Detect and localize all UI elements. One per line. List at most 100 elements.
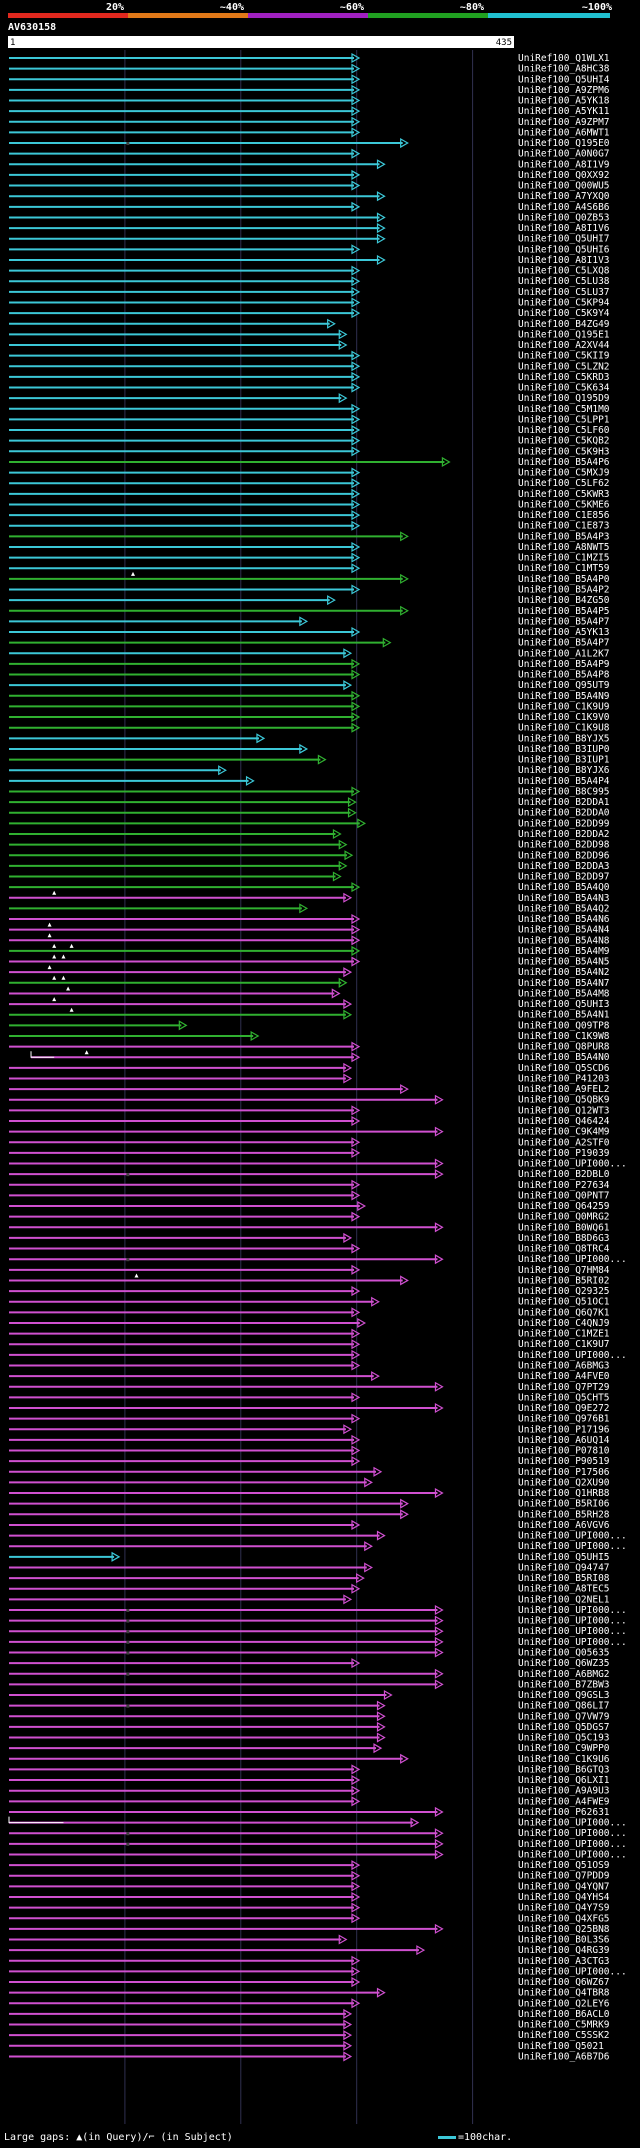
hit-row[interactable]: UniRef100_C1E873 (9, 520, 610, 532)
hit-row[interactable]: UniRef100_C5KWR3 (9, 488, 610, 500)
hit-row[interactable]: UniRef100_B5A4P7 (9, 616, 610, 627)
hit-label[interactable]: UniRef100_A6VGV6 (518, 1520, 610, 1531)
hit-label[interactable]: UniRef100_C5M1M0 (518, 404, 610, 415)
hit-label[interactable]: UniRef100_Q5QBK9 (518, 1095, 610, 1106)
hit-row[interactable]: UniRef100_Q195D9 (9, 393, 610, 404)
hit-row[interactable]: UniRef100_B2DD98 (9, 839, 610, 851)
hit-row[interactable]: UniRef100_Q4XFG5 (9, 1913, 610, 1924)
hit-label[interactable]: UniRef100_UPI000... (518, 1254, 627, 1265)
hit-row[interactable]: UniRef100_A9FEL2 (9, 1084, 610, 1095)
hit-row[interactable]: UniRef100_B8YJX5 (9, 733, 610, 744)
hit-label[interactable]: UniRef100_B4ZG50 (518, 595, 610, 606)
hit-row[interactable]: UniRef100_A0N0G7 (9, 148, 610, 160)
hit-row[interactable]: UniRef100_C1K9U8 (9, 722, 610, 734)
hit-label[interactable]: UniRef100_Q9E272 (518, 1403, 610, 1414)
hit-row[interactable]: UniRef100_B5A4Q0 (9, 882, 610, 893)
hit-label[interactable]: UniRef100_Q5SCD6 (518, 1063, 610, 1074)
hit-label[interactable]: UniRef100_C5K9H3 (518, 446, 610, 457)
hit-row[interactable]: UniRef100_B5A4P3 (9, 531, 610, 542)
hit-label[interactable]: UniRef100_A5YK11 (518, 106, 610, 117)
hit-label[interactable]: UniRef100_Q0PNT7 (518, 1190, 610, 1201)
hit-label[interactable]: UniRef100_Q29325 (518, 1286, 610, 1297)
hit-row[interactable]: UniRef100_Q4YQN7 (9, 1881, 610, 1892)
hit-label[interactable]: UniRef100_C9WPP0 (518, 1743, 610, 1754)
hit-label[interactable]: UniRef100_C5LXQ8 (518, 266, 610, 277)
hit-row[interactable]: UniRef100_A6VGV6 (9, 1519, 610, 1531)
hit-row[interactable]: UniRef100_A9ZPM6 (9, 84, 610, 96)
hit-row[interactable]: UniRef100_UPI000... (9, 1254, 627, 1265)
hit-row[interactable]: UniRef100_A6UQ14 (9, 1434, 610, 1446)
hit-label[interactable]: UniRef100_B5A4P8 (518, 670, 610, 681)
hit-label[interactable]: UniRef100_B3IUP1 (518, 755, 610, 766)
hit-row[interactable]: UniRef100_UPI000... (9, 1604, 627, 1616)
hit-row[interactable]: UniRef100_A8I1V9 (9, 159, 610, 170)
hit-label[interactable]: UniRef100_C5KQB2 (518, 436, 610, 447)
hit-row[interactable]: UniRef100_B5A4P4 (9, 775, 610, 787)
hit-row[interactable]: UniRef100_P41203 (9, 1073, 610, 1084)
hit-row[interactable]: UniRef100_C5LU38 (9, 276, 610, 287)
hit-row[interactable]: UniRef100_B2DD96 (9, 850, 610, 861)
hit-row[interactable]: UniRef100_C5MRK9 (9, 2019, 610, 2031)
hit-label[interactable]: UniRef100_Q0ZB53 (518, 212, 610, 223)
hit-label[interactable]: UniRef100_UPI000... (518, 1159, 627, 1170)
hit-label[interactable]: UniRef100_Q5UHI5 (518, 1552, 610, 1563)
hit-label[interactable]: UniRef100_B5A4N5 (518, 957, 610, 968)
hit-row[interactable]: UniRef100_B5A4N5 (9, 954, 610, 968)
hit-label[interactable]: UniRef100_C1MZI5 (518, 553, 610, 564)
hit-row[interactable]: UniRef100_A8TEC5 (9, 1583, 610, 1595)
hit-label[interactable]: UniRef100_B2DDA1 (518, 797, 610, 808)
hit-label[interactable]: UniRef100_C5LPP1 (518, 414, 610, 425)
hit-row[interactable]: UniRef100_Q6Q7K1 (9, 1307, 610, 1318)
hit-row[interactable]: UniRef100_C1MZE1 (9, 1328, 610, 1340)
hit-row[interactable]: UniRef100_C5KRD3 (9, 371, 610, 383)
hit-row[interactable]: UniRef100_C1K9V0 (9, 712, 610, 723)
hit-row[interactable]: UniRef100_Q5QBK9 (9, 1094, 610, 1106)
hit-row[interactable]: UniRef100_C5M1M0 (9, 403, 610, 415)
hit-row[interactable]: UniRef100_C5LXQ8 (9, 265, 610, 277)
hit-row[interactable]: UniRef100_C4QNJ9 (9, 1317, 610, 1329)
hit-label[interactable]: UniRef100_A7YXQ0 (518, 191, 610, 202)
hit-label[interactable]: UniRef100_A6BMG3 (518, 1360, 610, 1371)
hit-row[interactable]: UniRef100_P19039 (9, 1147, 610, 1159)
hit-label[interactable]: UniRef100_Q6Q7K1 (518, 1307, 610, 1318)
hit-label[interactable]: UniRef100_Q195E1 (518, 329, 610, 340)
hit-row[interactable]: UniRef100_Q2NEL1 (9, 1594, 610, 1605)
hit-label[interactable]: UniRef100_B6GTQ3 (518, 1764, 610, 1775)
hit-row[interactable]: UniRef100_Q5UHI4 (9, 74, 610, 85)
hit-row[interactable]: UniRef100_B5A4N4 (9, 922, 610, 936)
hit-label[interactable]: UniRef100_C5KII9 (518, 351, 610, 362)
hit-label[interactable]: UniRef100_A9FEL2 (518, 1084, 610, 1095)
hit-label[interactable]: UniRef100_Q5UHI3 (518, 999, 610, 1010)
hit-row[interactable]: UniRef100_Q12WT3 (9, 1105, 610, 1116)
hit-row[interactable]: UniRef100_Q46424 (9, 1115, 610, 1127)
hit-label[interactable]: UniRef100_B2DDA0 (518, 808, 610, 819)
hit-row[interactable]: UniRef100_Q5UHI5 (9, 1551, 610, 1563)
hit-row[interactable]: UniRef100_A6BMG2 (9, 1668, 610, 1680)
hit-row[interactable]: UniRef100_UPI000... (9, 1828, 627, 1839)
hit-label[interactable]: UniRef100_Q195D9 (518, 393, 610, 404)
hit-label[interactable]: UniRef100_C5LU38 (518, 276, 610, 287)
hit-row[interactable]: UniRef100_B5A4P8 (9, 669, 610, 681)
hit-label[interactable]: UniRef100_P17506 (518, 1467, 610, 1478)
hit-row[interactable]: UniRef100_P17196 (9, 1424, 610, 1435)
hit-row[interactable]: UniRef100_Q86LI7 (9, 1700, 610, 1712)
hit-label[interactable]: UniRef100_A6BMG2 (518, 1669, 610, 1680)
hit-label[interactable]: UniRef100_C9K4M9 (518, 1127, 610, 1138)
hit-label[interactable]: UniRef100_C5LF62 (518, 478, 610, 489)
hit-row[interactable]: UniRef100_B5A4Q2 (9, 903, 610, 914)
hit-label[interactable]: UniRef100_Q7VW79 (518, 1711, 610, 1722)
hit-row[interactable]: UniRef100_Q8TRC4 (9, 1243, 610, 1255)
hit-row[interactable]: UniRef100_C5LZN2 (9, 361, 610, 372)
hit-label[interactable]: UniRef100_P62631 (518, 1807, 610, 1818)
hit-row[interactable]: UniRef100_C5KME6 (9, 499, 610, 510)
hit-row[interactable]: UniRef100_B5A4N0 (30, 1050, 610, 1063)
hit-label[interactable]: UniRef100_Q5C193 (518, 1733, 610, 1744)
hit-row[interactable]: UniRef100_B3IUP1 (9, 754, 610, 766)
hit-label[interactable]: UniRef100_Q4Y7S9 (518, 1903, 610, 1914)
hit-row[interactable]: UniRef100_B5A4N6 (9, 913, 610, 925)
hit-label[interactable]: UniRef100_P17196 (518, 1424, 610, 1435)
hit-label[interactable]: UniRef100_C1K9U8 (518, 723, 610, 734)
hit-label[interactable]: UniRef100_Q976B1 (518, 1414, 610, 1425)
hit-row[interactable]: UniRef100_Q9E272 (9, 1402, 610, 1414)
hit-label[interactable]: UniRef100_B8D6G3 (518, 1233, 610, 1244)
